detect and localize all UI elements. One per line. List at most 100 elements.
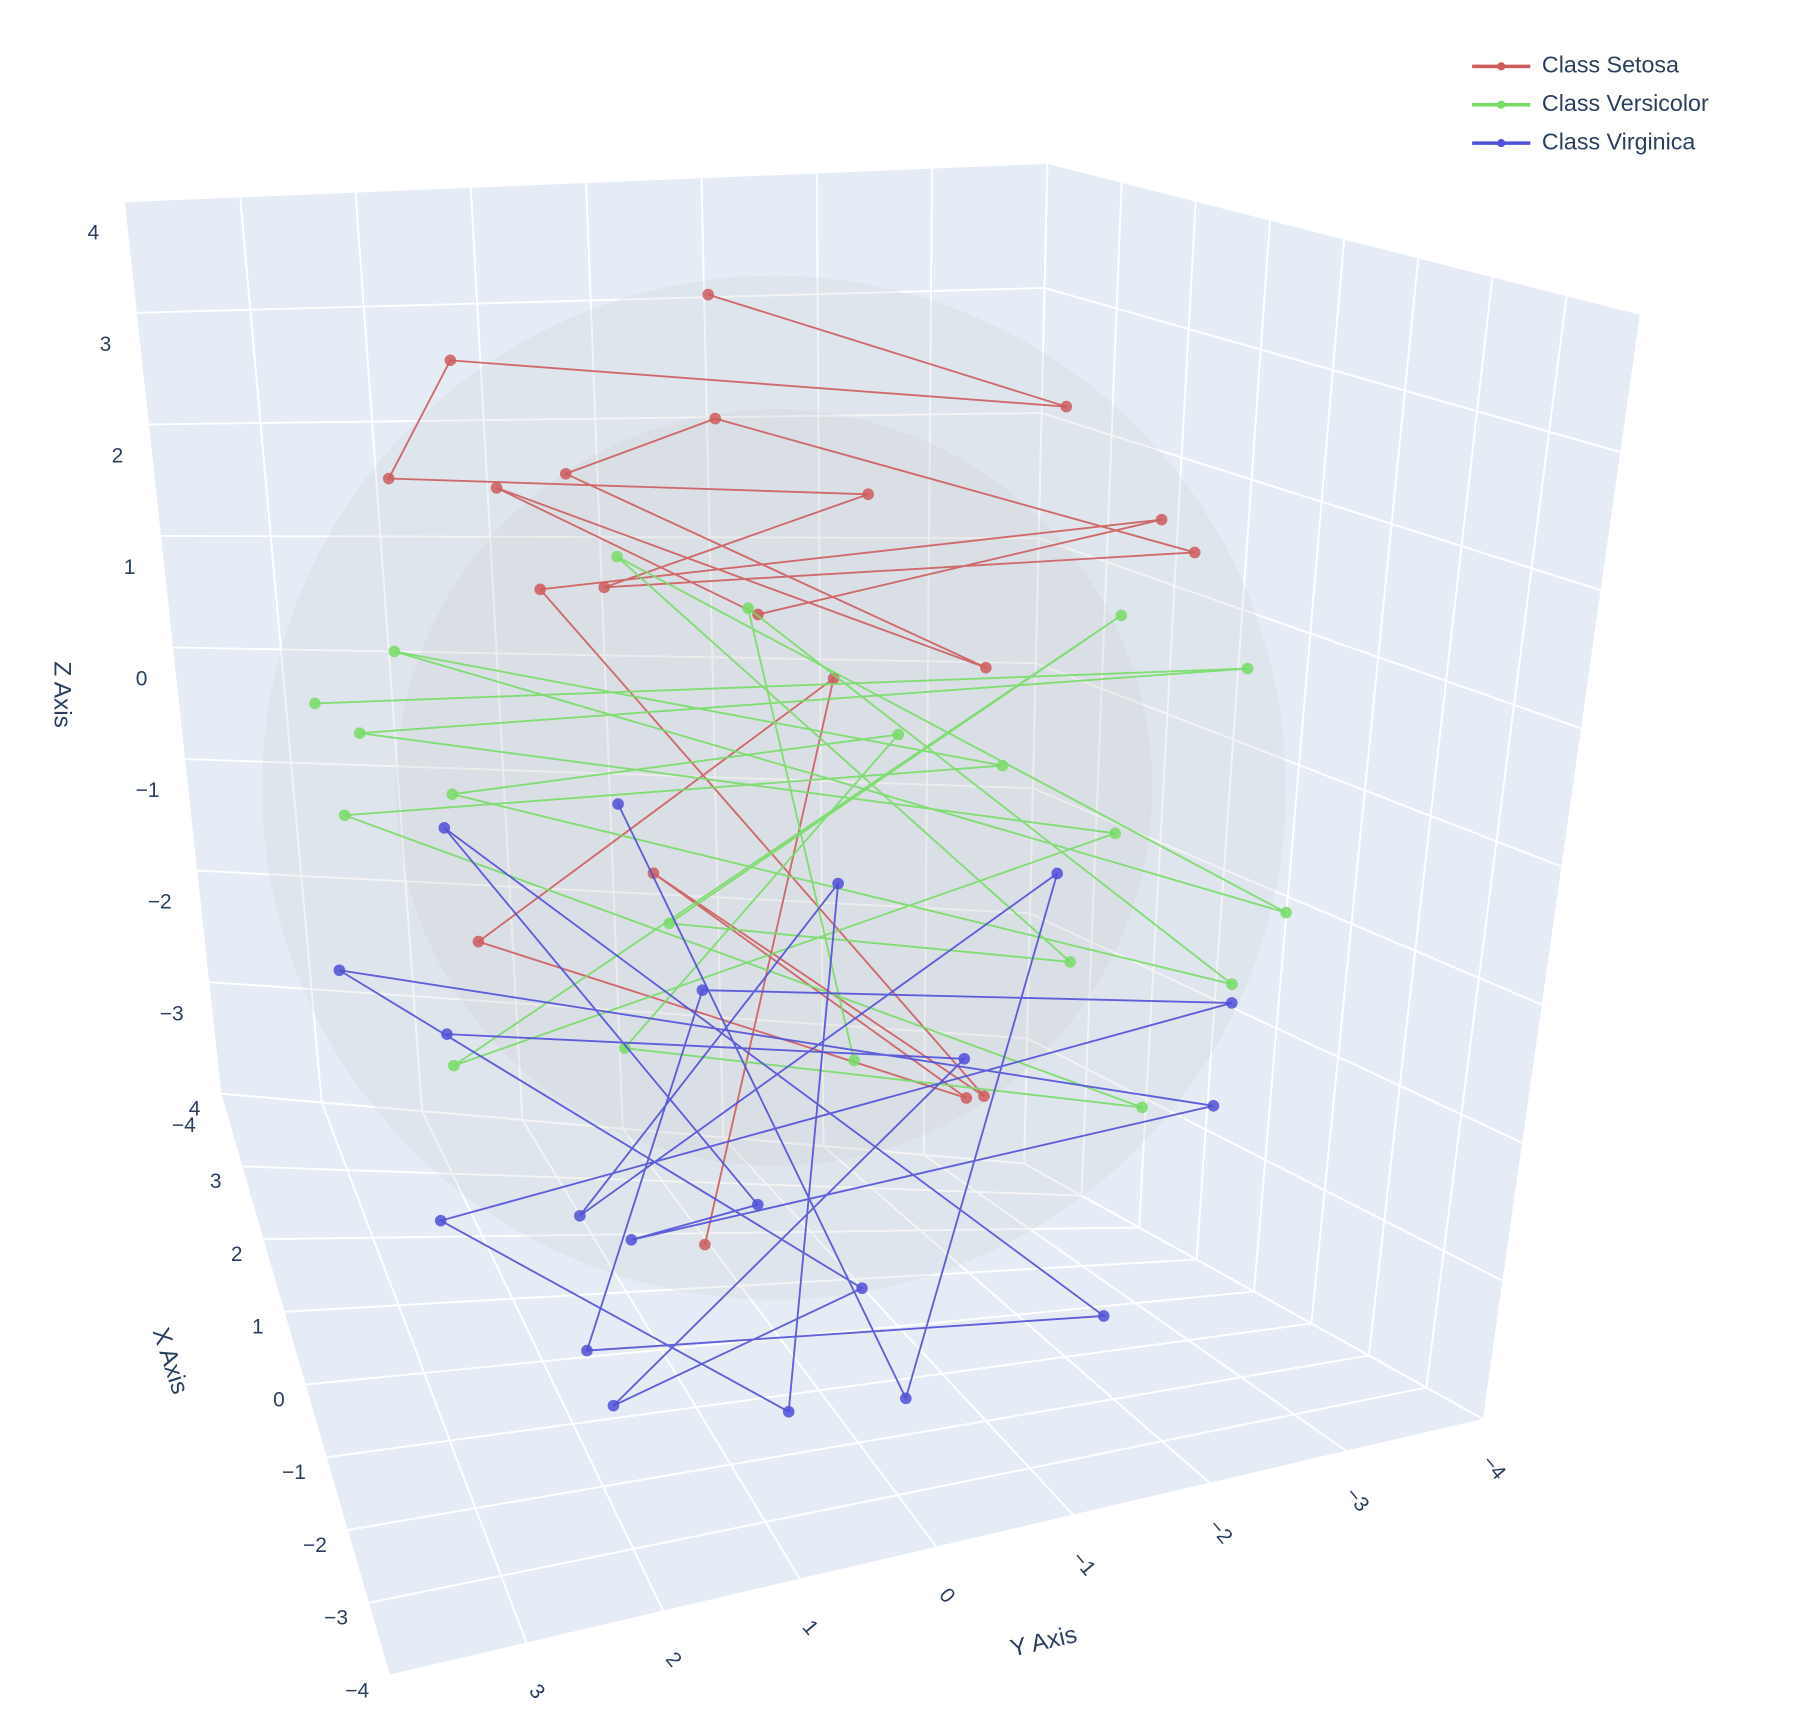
data-point <box>899 1392 912 1405</box>
data-point <box>444 354 457 367</box>
z-tick-label: 4 <box>88 221 100 244</box>
data-point <box>1136 1101 1148 1114</box>
z-tick-label: 0 <box>136 668 148 691</box>
data-point <box>751 1198 764 1211</box>
series-line <box>314 555 1287 1109</box>
data-point <box>980 661 992 674</box>
data-point <box>472 935 485 948</box>
data-point <box>353 727 366 739</box>
data-point <box>625 1234 638 1246</box>
data-point <box>996 759 1009 772</box>
z-tick-label: −1 <box>136 779 160 802</box>
grid-line <box>173 646 1036 665</box>
data-point <box>333 964 346 977</box>
data-point <box>1097 1310 1110 1322</box>
data-point <box>702 288 714 301</box>
x-tick-label: −3 <box>324 1607 348 1630</box>
y-tick-label: 3 <box>524 1680 549 1704</box>
data-point <box>696 984 709 996</box>
x-tick-label: −1 <box>282 1461 306 1484</box>
data-point <box>612 798 624 810</box>
z-tick-label: −3 <box>160 1002 184 1025</box>
x-tick-label: 1 <box>252 1316 264 1339</box>
data-point <box>1207 1099 1220 1112</box>
data-point <box>782 1405 795 1418</box>
grid-line <box>136 287 1045 314</box>
data-point <box>309 697 321 710</box>
grid-line <box>197 869 1031 915</box>
data-point <box>611 550 623 563</box>
grid-line <box>1029 912 1524 1144</box>
grid-line <box>1041 412 1602 592</box>
grid-line <box>221 1092 1025 1165</box>
data-point <box>892 728 905 741</box>
data-point <box>441 1028 453 1040</box>
data-point <box>1115 609 1128 622</box>
y-tick-label: −2 <box>1204 1515 1237 1548</box>
data-point <box>382 472 395 485</box>
series-line <box>387 293 1195 1245</box>
z-tick-label: 2 <box>112 445 124 468</box>
series-line <box>338 803 1232 1414</box>
grid-line <box>421 1110 665 1612</box>
traces <box>309 288 1292 1418</box>
y-tick-label: 2 <box>661 1648 686 1672</box>
grid-line <box>722 1136 1075 1517</box>
x-axis-title: X Axis <box>147 1325 194 1398</box>
data-point <box>446 788 459 801</box>
data-point <box>856 1282 868 1295</box>
data-point <box>581 1344 593 1357</box>
data-point <box>1225 997 1238 1009</box>
data-point <box>1226 978 1238 991</box>
x-tick-label: 0 <box>273 1388 285 1411</box>
grid-line <box>822 1145 1211 1485</box>
data-point <box>388 645 401 658</box>
grid-line <box>148 412 1042 426</box>
scene-walls <box>124 162 1641 1676</box>
z-tick-label: −4 <box>172 1114 196 1137</box>
y-tick-label: −1 <box>1067 1547 1100 1580</box>
data-point <box>598 581 611 594</box>
legend-text: Class Versicolor <box>1542 90 1709 116</box>
grid-line <box>1047 161 1642 316</box>
data-point <box>1280 906 1292 919</box>
floor <box>221 1093 1484 1676</box>
data-point <box>1241 662 1254 675</box>
data-point <box>978 1090 990 1102</box>
legend: Class Setosa Class Versicolor Class Virgin… <box>1472 51 1709 154</box>
data-point <box>618 1042 631 1054</box>
x-tick-label: 2 <box>231 1243 243 1266</box>
y-tick-label: −4 <box>1477 1451 1510 1484</box>
x-tick-label: −2 <box>303 1534 327 1557</box>
z-tick-label: −2 <box>148 891 172 914</box>
grid-line <box>1026 1037 1504 1283</box>
data-point <box>338 809 351 822</box>
legend-marker <box>1497 62 1506 71</box>
legend-text: Class Virginica <box>1542 128 1696 154</box>
x-tick-label: 4 <box>189 1098 201 1121</box>
back-wall <box>124 162 1048 1164</box>
data-point <box>1060 400 1073 413</box>
data-point <box>709 412 722 425</box>
y-tick-label: −3 <box>1341 1483 1374 1516</box>
grid-line <box>124 161 1048 203</box>
data-point <box>848 1054 860 1067</box>
data-point <box>832 877 844 890</box>
legend-text: Class Setosa <box>1542 51 1679 77</box>
legend-item[interactable]: Class Virginica <box>1472 128 1695 154</box>
data-point <box>490 482 503 494</box>
grid-line <box>209 981 1028 1040</box>
data-point <box>663 917 676 930</box>
data-point <box>958 1052 971 1065</box>
y-axis-title: Y Axis <box>1008 1621 1080 1662</box>
z-axis-title: Z Axis <box>48 661 75 728</box>
data-point <box>434 1214 447 1227</box>
grid-line <box>1038 537 1583 730</box>
data-point <box>862 488 874 501</box>
legend-item[interactable]: Class Versicolor <box>1472 90 1709 116</box>
legend-item[interactable]: Class Setosa <box>1472 51 1679 77</box>
y-tick-label: 1 <box>798 1616 823 1640</box>
data-point <box>1155 513 1168 526</box>
